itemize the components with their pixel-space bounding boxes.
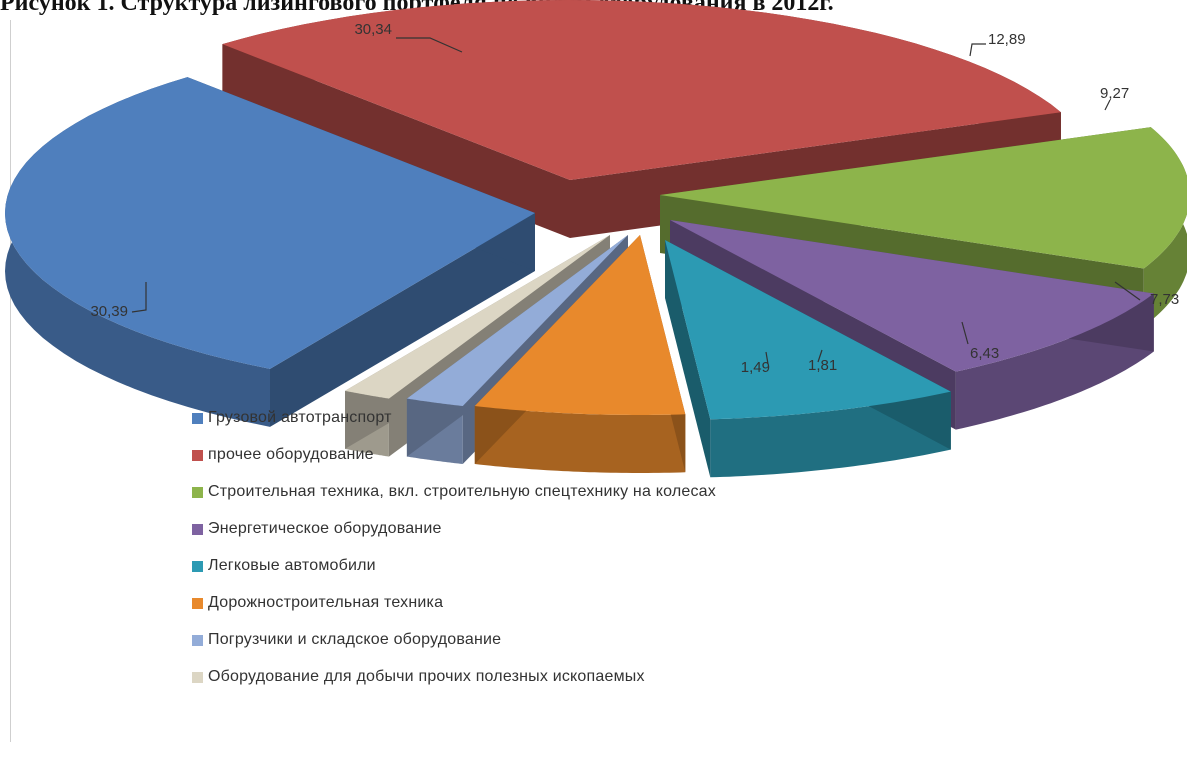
pie-slice-top	[474, 235, 686, 415]
pie-slice-top	[670, 220, 1154, 372]
pie-slice-wall	[222, 44, 571, 238]
legend-swatch	[192, 413, 203, 424]
legend-label: Энергетическое оборудование	[208, 520, 442, 537]
pie-slice	[665, 240, 951, 478]
data-label: 9,27	[1100, 85, 1129, 102]
pie-slice	[474, 235, 686, 473]
data-label: 30,39	[90, 303, 128, 320]
legend-swatch	[192, 598, 203, 609]
data-label: 6,43	[970, 345, 999, 362]
legend-swatch	[192, 487, 203, 498]
pie-slice-top	[5, 77, 535, 369]
pie-slice-top	[222, 0, 1061, 180]
legend-label: Погрузчики и складское оборудование	[208, 631, 502, 648]
legend-swatch	[192, 524, 203, 535]
leader-line	[969, 43, 986, 57]
legend-label: Грузовой автотранспорт	[208, 409, 392, 426]
legend-swatch	[192, 672, 203, 683]
legend-label: Легковые автомобили	[208, 557, 376, 574]
legend-label: прочее оборудование	[208, 446, 374, 463]
legend-label: Строительная техника, вкл. строительную …	[208, 483, 716, 500]
data-label: 1,49	[741, 359, 770, 376]
data-label: 12,89	[988, 31, 1026, 48]
pie-slices	[5, 0, 1187, 478]
leader-line	[817, 349, 823, 363]
leader-line	[396, 37, 463, 53]
legend-label: Оборудование для добычи прочих полезных …	[208, 668, 645, 685]
leader-line	[765, 351, 769, 365]
leader-line	[1114, 281, 1141, 301]
pie-slice-top	[660, 127, 1187, 269]
pie-slice-top	[345, 235, 610, 399]
pie-slice-wall	[665, 240, 711, 478]
leader-line	[1104, 99, 1111, 111]
legend-swatch	[192, 561, 203, 572]
legend-swatch	[192, 635, 203, 646]
pie-slice-side	[474, 406, 686, 473]
pie-slice-top	[406, 235, 628, 406]
data-labels: 30,39 30,34 12,89 9,27 7,73 6,43 1,81 1,49	[90, 21, 1179, 376]
legend-swatch	[192, 450, 203, 461]
leader-line	[131, 282, 147, 313]
legend-label: Дорожностроительная техника	[208, 594, 444, 611]
data-label: 30,34	[354, 21, 392, 38]
pie-slice-top	[665, 240, 951, 420]
leader-lines	[131, 37, 1141, 365]
pie-slice	[5, 77, 536, 427]
chart-frame-border	[10, 20, 11, 742]
leader-line	[961, 321, 969, 345]
data-label: 1,81	[808, 357, 837, 374]
pie-slice-wall	[270, 213, 535, 427]
data-label: 7,73	[1150, 291, 1179, 308]
